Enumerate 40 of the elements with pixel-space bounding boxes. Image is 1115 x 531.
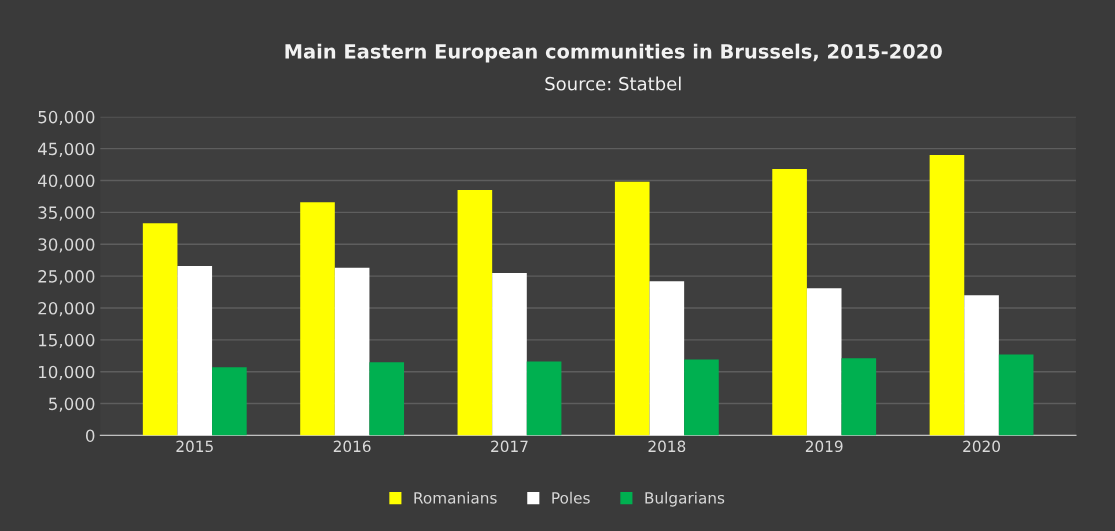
x-tick-label: 2020: [963, 440, 1000, 453]
x-tick-label: 2017: [491, 440, 528, 453]
y-tick-label: 45,000: [37, 142, 95, 157]
bar: [684, 359, 719, 436]
bar: [177, 265, 213, 436]
bar: [142, 223, 178, 436]
y-tick-label: 10,000: [39, 365, 95, 380]
bar: [300, 202, 335, 436]
y-tick-label: 25,000: [38, 270, 95, 285]
bar: [772, 169, 807, 436]
chart-subtitle: Source: Statbel: [545, 76, 681, 91]
bar: [649, 281, 685, 436]
bar: [998, 354, 1034, 436]
bar: [212, 367, 247, 436]
bar: [369, 362, 405, 436]
legend-label: Romanians: [414, 491, 497, 504]
y-tick-label: 15,000: [39, 333, 95, 349]
bar: [457, 190, 493, 436]
y-tick-label: 40,000: [37, 174, 95, 189]
bar: [526, 361, 562, 436]
bar: [929, 155, 965, 436]
y-tick-label: 5,000: [49, 397, 95, 412]
y-tick-label: 30,000: [38, 238, 95, 253]
bar: [806, 288, 842, 436]
bar: [492, 272, 527, 436]
y-tick-label: 50,000: [38, 110, 95, 126]
x-tick-label: 2019: [805, 440, 843, 453]
chart-title: Main Eastern European communities in Brussels, 2015-2020: [285, 43, 942, 63]
x-tick-label: 2016: [333, 440, 371, 453]
legend-label: Bulgarians: [645, 491, 725, 507]
bar: [841, 358, 877, 436]
y-tick-label: 20,000: [38, 301, 95, 317]
x-tick-label: 2018: [648, 440, 686, 453]
bar: [334, 267, 370, 436]
y-tick-label: 35,000: [38, 206, 95, 221]
x-tick-label: 2015: [176, 440, 213, 453]
bar: [614, 181, 650, 436]
legend-label: Poles: [552, 491, 590, 504]
bar: [964, 295, 999, 436]
y-tick-label: 0: [85, 429, 95, 442]
